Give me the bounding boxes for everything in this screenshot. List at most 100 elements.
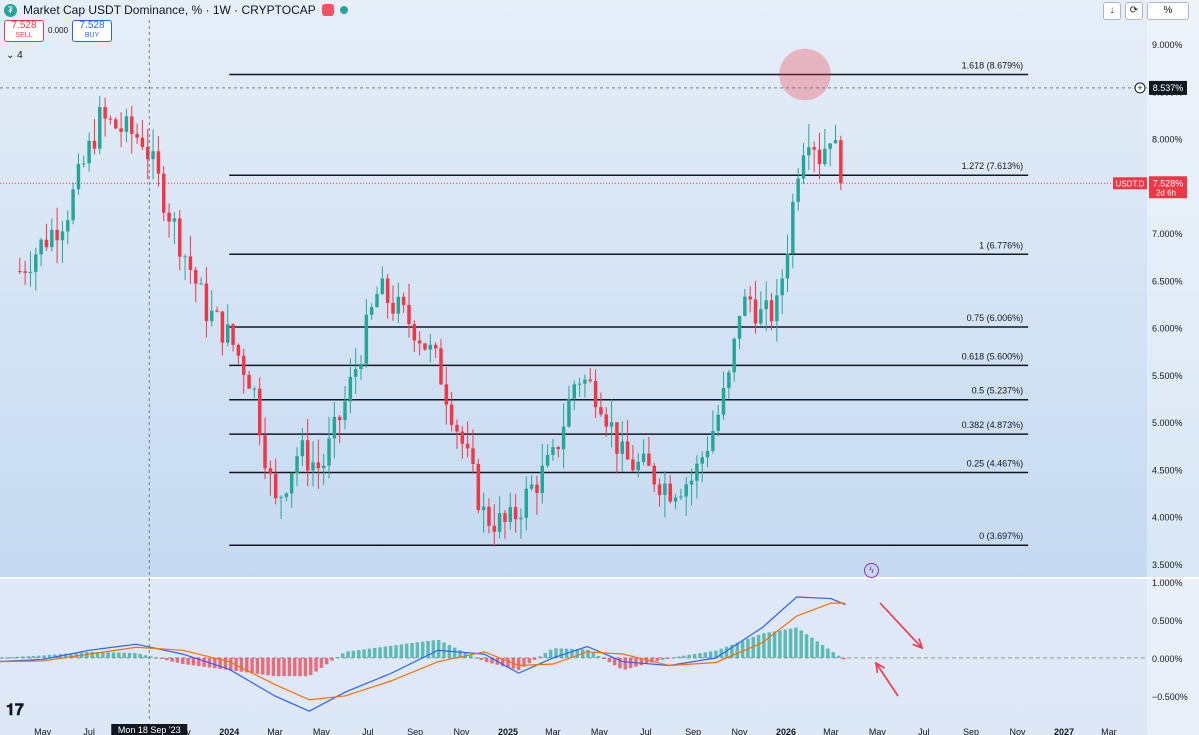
macd-histogram-bar bbox=[356, 650, 361, 658]
macd-histogram-bar bbox=[186, 657, 190, 665]
macd-histogram-bar bbox=[378, 647, 382, 658]
percent-scale-button[interactable]: % bbox=[1147, 2, 1189, 20]
x-tick-label: May bbox=[34, 727, 52, 735]
macd-histogram-bar bbox=[255, 657, 260, 674]
indicators-toggle[interactable]: ⌄ 4 bbox=[6, 50, 23, 61]
refresh-icon[interactable]: ⟳ bbox=[1125, 2, 1143, 20]
candle-body bbox=[620, 441, 624, 454]
macd-histogram-bar bbox=[90, 651, 94, 658]
alert-icon[interactable] bbox=[321, 4, 334, 16]
candle-body bbox=[55, 229, 59, 241]
candle-body bbox=[545, 454, 550, 466]
macd-histogram-bar bbox=[639, 657, 644, 666]
candle-body bbox=[551, 447, 555, 455]
candle-body bbox=[817, 149, 822, 165]
candle-body bbox=[321, 465, 326, 469]
macd-histogram-bar bbox=[468, 655, 473, 658]
top-highlight-circle bbox=[779, 48, 831, 101]
candle-body bbox=[87, 140, 91, 164]
macd-histogram-bar bbox=[335, 657, 340, 659]
buy-price: 7.528 bbox=[79, 20, 105, 31]
candle-body bbox=[98, 107, 102, 149]
macd-histogram-bar bbox=[799, 630, 803, 658]
macd-histogram-bar bbox=[543, 653, 548, 658]
macd-histogram-bar bbox=[431, 640, 436, 658]
candle-body bbox=[167, 212, 171, 222]
candle-body bbox=[28, 271, 33, 273]
macd-histogram-bar bbox=[277, 657, 281, 677]
candle-body bbox=[119, 128, 123, 132]
candle-body bbox=[172, 218, 177, 222]
lightning-icon[interactable]: ϟ bbox=[864, 563, 879, 578]
macd-histogram-bar bbox=[234, 657, 238, 672]
candle-body bbox=[759, 309, 763, 324]
macd-histogram-bar bbox=[37, 655, 41, 658]
arrow-down bbox=[879, 602, 923, 649]
candle-body bbox=[279, 497, 283, 499]
sell-button[interactable]: 7.528 SELL bbox=[4, 20, 44, 42]
macd-histogram-bar bbox=[213, 657, 217, 669]
macd-histogram-bar bbox=[330, 657, 334, 661]
candle-body bbox=[60, 231, 65, 241]
candle-body bbox=[727, 372, 731, 388]
candle-body bbox=[247, 374, 251, 389]
macd-histogram-bar bbox=[372, 647, 377, 658]
candle-body bbox=[636, 461, 640, 471]
candle-body bbox=[823, 148, 827, 165]
candle-body bbox=[508, 507, 513, 522]
candle-body bbox=[39, 239, 43, 255]
x-tick-label: 2024 bbox=[219, 727, 239, 735]
candle-body bbox=[188, 256, 193, 270]
candle-body bbox=[364, 314, 369, 364]
candle-body bbox=[828, 143, 832, 149]
buy-button[interactable]: 7.528 BUY bbox=[72, 20, 113, 42]
candle-body bbox=[785, 253, 790, 279]
candle-body bbox=[796, 178, 800, 202]
macd-histogram-bar bbox=[426, 640, 430, 658]
macd-histogram-bar bbox=[842, 657, 846, 660]
macd-histogram-bar bbox=[751, 636, 755, 658]
candle-body bbox=[300, 440, 305, 457]
macd-histogram-bar bbox=[762, 633, 766, 658]
macd-histogram-bar bbox=[660, 657, 665, 660]
x-tick-label: May bbox=[869, 727, 887, 735]
x-tick-label: 2027 bbox=[1054, 727, 1074, 735]
macd-histogram-bar bbox=[735, 642, 739, 658]
candle-body bbox=[375, 294, 379, 308]
candle-body bbox=[529, 484, 534, 489]
macd-histogram-bar bbox=[724, 646, 729, 658]
candle-body bbox=[833, 140, 838, 144]
sell-price: 7.528 bbox=[11, 20, 37, 31]
macd-histogram-bar bbox=[154, 657, 158, 659]
candle-body bbox=[353, 368, 358, 377]
macd-y-tick-label: −0.500% bbox=[1152, 692, 1188, 702]
macd-histogram-bar bbox=[287, 657, 292, 677]
candle-body bbox=[433, 344, 438, 349]
tradingview-logo: 𝟏𝟕 bbox=[6, 702, 24, 719]
macd-histogram-bar bbox=[47, 654, 52, 658]
candle-body bbox=[146, 147, 150, 160]
candle-body bbox=[44, 239, 49, 248]
sell-label: SELL bbox=[15, 32, 33, 39]
macd-histogram-bar bbox=[266, 657, 270, 676]
macd-histogram-bar bbox=[490, 657, 494, 664]
macd-histogram-bar bbox=[586, 649, 590, 658]
macd-histogram-bar bbox=[730, 644, 734, 658]
macd-histogram-bar bbox=[687, 654, 691, 658]
candle-body bbox=[428, 344, 433, 350]
candle-body bbox=[417, 340, 422, 344]
macd-histogram-bar bbox=[63, 653, 68, 658]
macd-histogram-bar bbox=[612, 657, 617, 666]
download-icon[interactable]: ↓ bbox=[1103, 2, 1121, 20]
macd-histogram-bar bbox=[479, 657, 484, 661]
candle-body bbox=[657, 484, 662, 495]
candle-body bbox=[487, 506, 491, 526]
macd-histogram-bar bbox=[175, 657, 180, 663]
macd-histogram-bar bbox=[778, 630, 782, 658]
candle-body bbox=[535, 484, 539, 494]
macd-histogram-bar bbox=[239, 657, 244, 672]
candle-body bbox=[583, 379, 587, 384]
y-tick-label: 4.000% bbox=[1152, 513, 1183, 523]
candle-body bbox=[807, 147, 811, 156]
